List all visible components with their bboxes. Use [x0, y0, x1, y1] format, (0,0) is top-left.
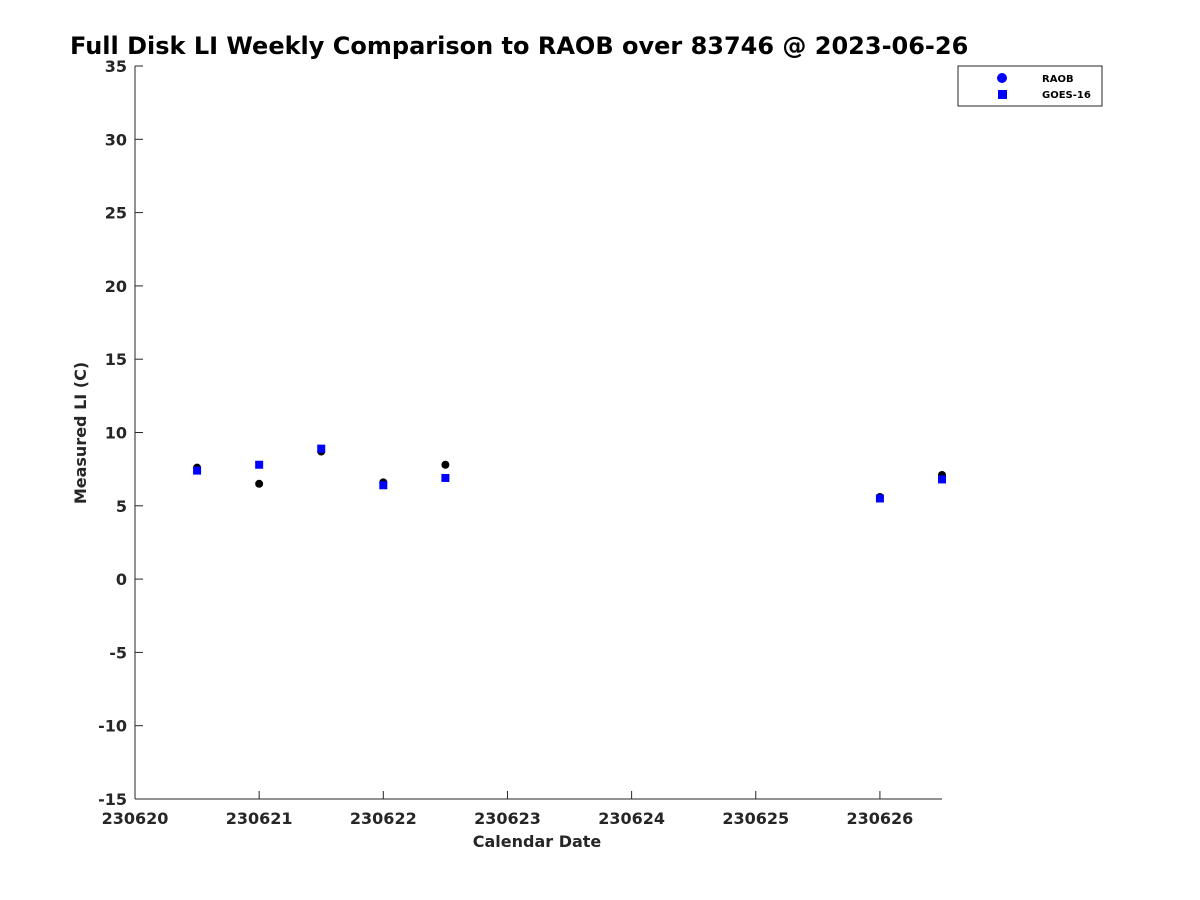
- y-axis-label: Measured LI (C): [71, 362, 90, 504]
- y-tick-label: 0: [116, 570, 127, 589]
- y-ticks: -15 -10 -5 0 5 10 15 20 25 30 35: [98, 57, 143, 809]
- x-tick-label: 230626: [847, 809, 914, 828]
- x-ticks: 230620 230621 230622 230623 230624 230625 2306…: [102, 791, 914, 828]
- y-tick-label: 25: [105, 204, 127, 223]
- x-tick-label: 230625: [722, 809, 789, 828]
- data-point-goes-16: [255, 460, 264, 469]
- data-point-goes-16: [317, 444, 326, 453]
- data-point-goes-16: [441, 473, 450, 482]
- chart-title: Full Disk LI Weekly Comparison to RAOB o…: [70, 32, 968, 60]
- data-point-raob: [255, 479, 264, 488]
- x-tick-label: 230622: [350, 809, 417, 828]
- x-tick-label: 230623: [474, 809, 541, 828]
- data-point-goes-16: [379, 481, 388, 490]
- y-tick-label: 5: [116, 497, 127, 516]
- x-tick-label: 230621: [226, 809, 293, 828]
- x-axis-label: Calendar Date: [473, 832, 602, 851]
- legend-goes16-label: GOES-16: [1042, 90, 1091, 101]
- legend-raob-label: RAOB: [1042, 74, 1074, 85]
- data-points: [193, 444, 946, 503]
- data-point-raob: [441, 460, 450, 469]
- legend-box: [957, 65, 1103, 107]
- y-tick-label: 20: [105, 277, 127, 296]
- legend-raob-marker: [997, 73, 1007, 83]
- y-tick-label: -15: [98, 790, 127, 809]
- y-tick-label: -5: [109, 643, 127, 662]
- x-tick-label: 230624: [598, 809, 665, 828]
- y-tick-label: 35: [105, 57, 127, 76]
- legend-goes16-marker: [998, 90, 1007, 99]
- data-point-goes-16: [938, 475, 946, 484]
- y-tick-label: 15: [105, 350, 127, 369]
- data-point-goes-16: [193, 466, 202, 475]
- y-tick-label: 10: [105, 424, 127, 443]
- data-point-goes-16: [875, 494, 884, 503]
- legend: RAOB GOES-16: [957, 65, 1103, 107]
- y-tick-label: 30: [105, 130, 127, 149]
- y-tick-label: -10: [98, 717, 127, 736]
- axes: [134, 66, 942, 800]
- x-tick-label: 230620: [102, 809, 169, 828]
